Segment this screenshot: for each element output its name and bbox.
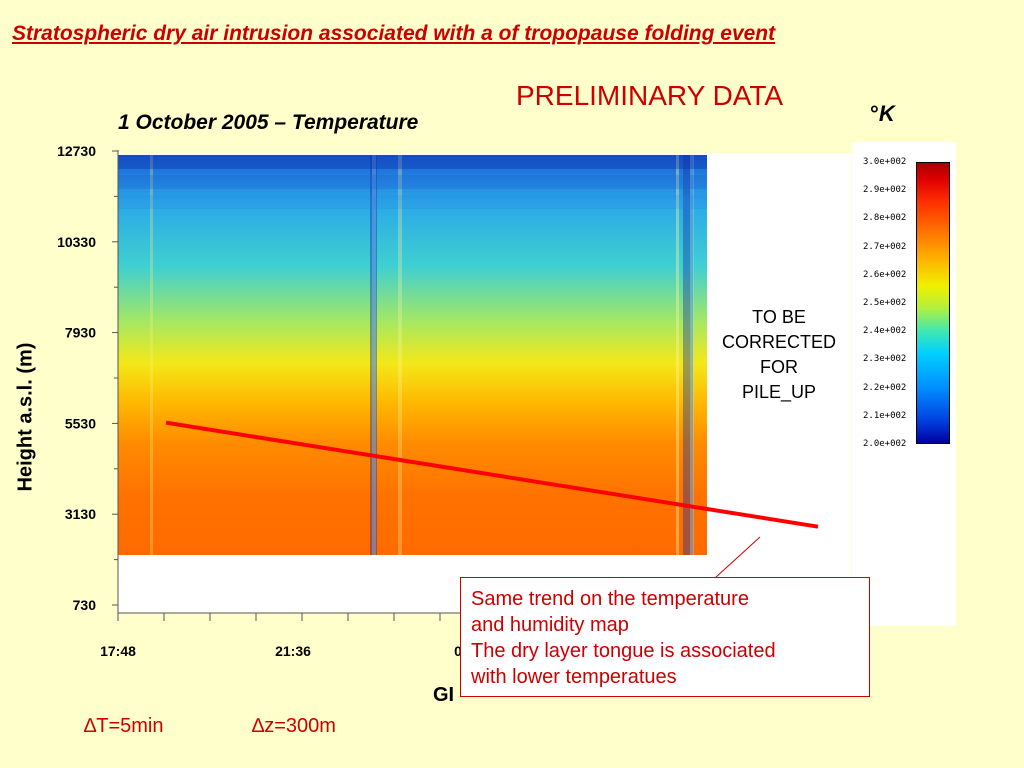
colorbar-tick-label: 2.0e+002 [863,439,907,449]
kelvin-letter: K [878,101,895,126]
y-tick-label: 730 [73,597,97,613]
x-tick-label: 21:36 [275,643,311,659]
y-tick-label: 7930 [65,325,96,341]
callout-box: Same trend on the temperature and humidi… [460,577,870,697]
x-tick-label: 17:48 [100,643,136,659]
heatmap-streak [372,155,376,555]
callout-line: Same trend on the temperature [471,588,749,610]
pileup-line: TO BE [752,307,806,327]
trend-line [165,420,819,529]
colorbar [916,162,950,444]
y-axis: 12730 10330 7930 5530 3130 730 [57,143,119,614]
y-tick-label: 3130 [65,506,96,522]
time-resolution: ∆T=5min [84,715,164,737]
degree-symbol: ° [870,101,879,126]
heatmap-streak [150,155,153,555]
preliminary-label: PRELIMINARY DATA [516,80,784,111]
callout-line: with lower temperatues [471,666,677,688]
unit-label: °K [870,101,895,127]
heatmap-streak [676,155,679,555]
y-tick-label: 10330 [57,234,96,250]
heatmap-band [118,155,707,169]
heatmap-streak [370,155,377,555]
callout-line: and humidity map [471,614,629,636]
heatmap-streak [683,155,693,555]
colorbar-tick-label: 2.9e+002 [863,185,907,196]
x-axis: 17:48 21:36 0 [100,612,462,659]
colorbar-tick-label: 3.0e+002 [863,157,907,167]
y-tick-label: 12730 [57,143,96,159]
chart-title: 1 October 2005 – Temperature [118,111,419,134]
y-tick-label: 5530 [65,415,96,431]
colorbar-tick-label: 2.3e+002 [863,354,907,365]
slide-title: Stratospheric dry air intrusion associat… [12,22,776,45]
colorbar-tick-label: 2.2e+002 [863,382,907,393]
height-resolution: ∆z=300m [252,715,336,737]
heatmap-band [118,175,707,189]
heatmap-field [118,155,707,555]
pileup-line: CORRECTED [721,332,836,352]
colorbar-tick-label: 2.1e+002 [863,410,907,421]
colorbar-tick-label: 2.5e+002 [863,298,907,308]
pileup-note: TO BE CORRECTED FOR PILE_UP [706,305,852,405]
callout-line: The dry layer tongue is associated [471,640,776,662]
callout-pointer [714,536,761,579]
heatmap-streak [690,155,694,555]
heatmap-streaks [118,155,707,555]
colorbar-tick-label: 2.4e+002 [863,326,907,337]
colorbar-tick-label: 2.8e+002 [863,213,907,224]
heatmap-band [118,195,707,209]
x-axis-label-partial: GI [433,684,455,706]
colorbar-tick-label: 2.7e+002 [863,241,907,252]
heatmap-streak [398,155,402,555]
pileup-line: FOR [760,357,798,377]
pileup-line: PILE_UP [741,382,817,402]
colorbar-tick-label: 2.6e+002 [863,269,907,280]
x-tick-label: 0 [454,643,462,659]
